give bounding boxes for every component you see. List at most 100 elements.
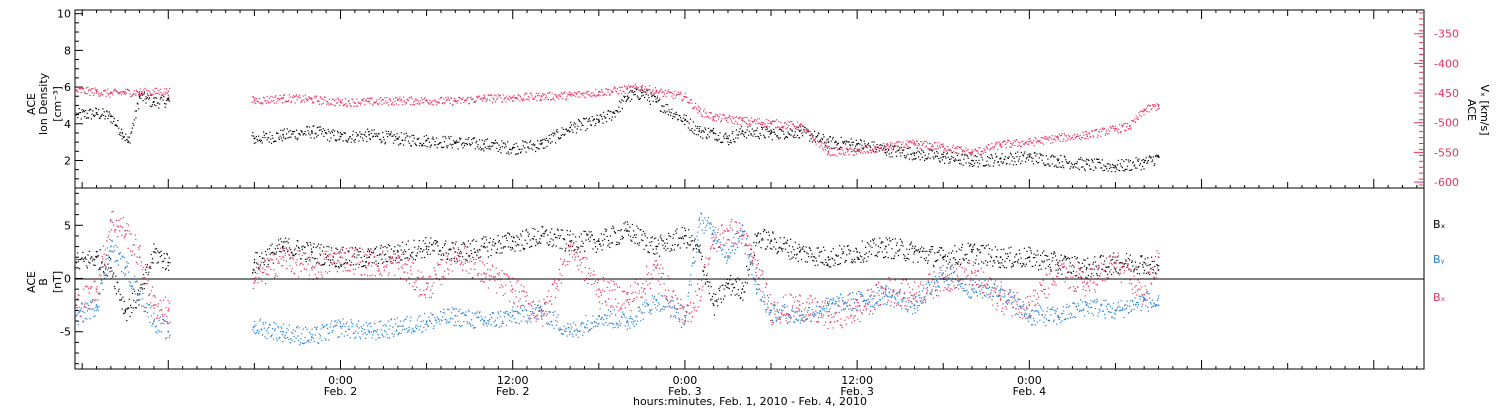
bx-point [921, 246, 923, 248]
density-point [629, 100, 631, 102]
density-point [682, 120, 684, 123]
bx-point [1040, 254, 1042, 256]
bx-point [755, 242, 757, 244]
speed-point [386, 97, 388, 99]
speed-point [807, 129, 809, 131]
density-point [409, 136, 411, 138]
speed-point [859, 148, 861, 150]
density-point [985, 164, 987, 166]
speed-point [560, 92, 562, 94]
bx-point [888, 237, 890, 239]
bx-point [1149, 273, 1151, 276]
density-point [788, 133, 790, 135]
density-point [143, 91, 146, 93]
density-point [405, 132, 407, 134]
density-point [434, 141, 436, 143]
density-point [712, 127, 715, 130]
density-point [359, 131, 361, 133]
speed-point [1065, 140, 1067, 142]
speed-point [814, 138, 816, 140]
bx-point [1136, 269, 1138, 271]
density-point [948, 162, 950, 164]
speed-point [1076, 133, 1078, 136]
bx-point [263, 261, 265, 264]
density-point [784, 137, 786, 139]
bx-point [1063, 258, 1065, 260]
bx-point [294, 253, 296, 255]
speed-point [1052, 141, 1054, 143]
bx-point [361, 266, 363, 268]
speed-point [541, 96, 543, 98]
density-point [1123, 160, 1125, 162]
density-point [573, 124, 575, 126]
bx-point [563, 238, 565, 240]
density-point [742, 130, 744, 132]
bx-point [770, 247, 772, 249]
bx-point [459, 256, 461, 258]
bx-point [429, 242, 431, 244]
bx-point [137, 293, 139, 295]
speed-point [891, 143, 893, 145]
bz-point [90, 286, 92, 288]
bx-point [115, 275, 117, 277]
density-point [98, 117, 100, 119]
bx-point [511, 236, 513, 238]
speed-point [167, 90, 170, 93]
speed-point [766, 125, 768, 127]
speed-point [524, 94, 526, 96]
bx-point [315, 247, 317, 249]
bx-point [458, 252, 460, 254]
bx-point [516, 235, 518, 237]
density-point [717, 135, 720, 137]
density-point [737, 137, 739, 139]
density-point [302, 134, 304, 136]
density-point [1065, 159, 1067, 161]
speed-point [353, 105, 355, 107]
speed-point [992, 146, 994, 148]
x-tick-date-label: Feb. 3 [840, 385, 873, 398]
bx-point [989, 260, 991, 262]
speed-point [141, 90, 143, 93]
speed-point [517, 98, 519, 100]
density-point [471, 139, 473, 141]
bx-point [919, 250, 921, 252]
bx-point [418, 240, 420, 242]
bx-point [642, 240, 644, 242]
speed-point [532, 98, 534, 100]
bx-point [498, 240, 500, 242]
bx-point [552, 239, 554, 241]
speed-point [1154, 106, 1156, 108]
density-point [759, 132, 761, 134]
speed-point [153, 93, 155, 95]
speed-point [925, 140, 927, 142]
bx-point [1099, 256, 1101, 258]
density-point [648, 97, 650, 99]
speed-point [259, 102, 261, 104]
bx-point [781, 250, 783, 252]
density-point [641, 95, 643, 97]
bx-point [365, 261, 367, 263]
speed-point [711, 117, 713, 119]
speed-point [969, 152, 971, 155]
bz-point [132, 250, 134, 252]
density-point [419, 142, 421, 144]
speed-point [980, 150, 982, 153]
speed-point [768, 126, 771, 128]
bx-point [814, 264, 816, 267]
speed-point [827, 152, 829, 154]
density-point [486, 147, 488, 150]
speed-point [811, 132, 813, 135]
speed-point [770, 121, 772, 123]
bx-point [1156, 264, 1158, 266]
bx-point [741, 288, 744, 291]
bx-point [940, 247, 942, 249]
bx-point [810, 249, 812, 251]
bx-point [1105, 271, 1107, 273]
bx-point [878, 251, 880, 253]
density-point [568, 131, 570, 133]
density-point [636, 89, 638, 91]
bx-point [626, 221, 628, 223]
density-point [1100, 167, 1102, 169]
bz-point [77, 294, 79, 296]
speed-point [700, 114, 702, 116]
